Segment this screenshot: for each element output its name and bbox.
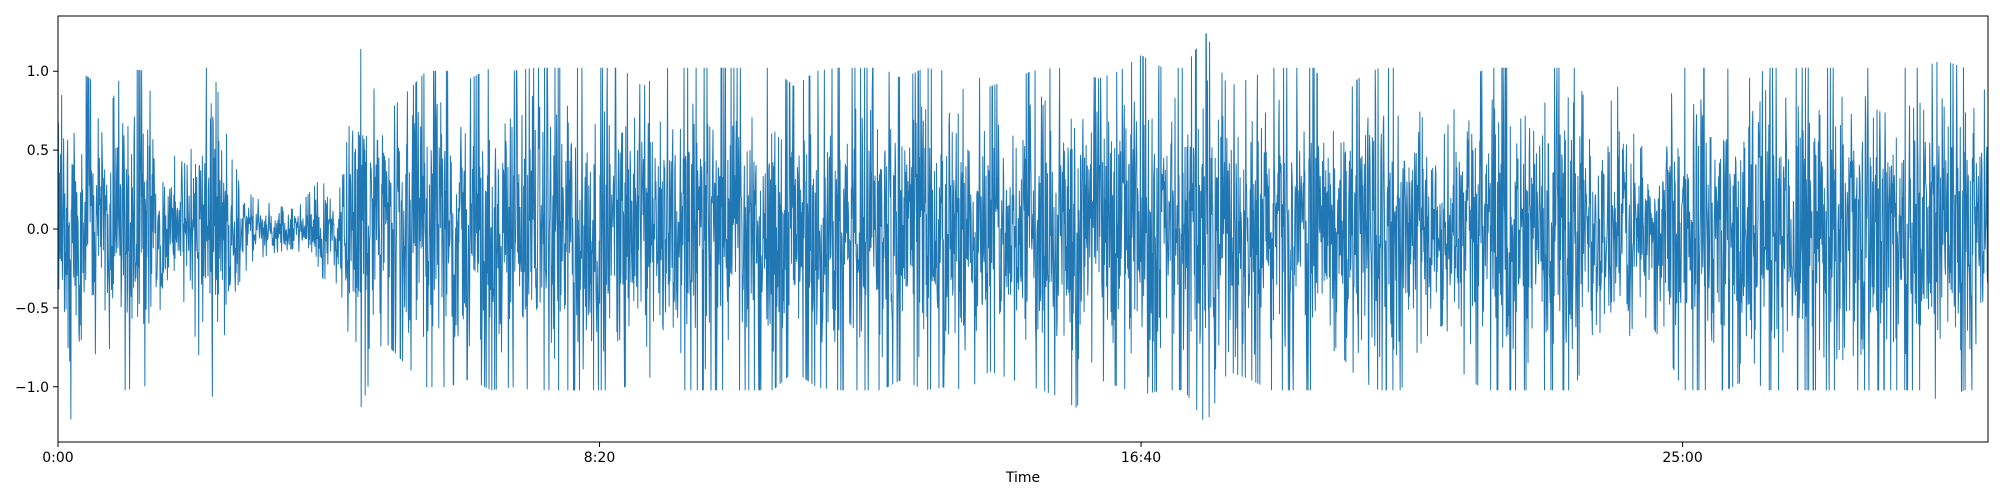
x-tick-label: 8:20 xyxy=(584,450,615,466)
x-tick-label: 0:00 xyxy=(42,450,73,466)
x-tick-label: 25:00 xyxy=(1662,450,1702,466)
y-tick-label: 0.5 xyxy=(27,143,49,159)
x-tick-label: 16:40 xyxy=(1121,450,1161,466)
y-tick-label: 0.0 xyxy=(27,222,49,238)
y-tick-label: 1.0 xyxy=(27,64,49,80)
plot-area xyxy=(57,33,1989,420)
x-axis: 0:00 8:20 16:40 25:00 xyxy=(42,442,1703,466)
y-tick-label: −1.0 xyxy=(15,380,49,396)
x-axis-label: Time xyxy=(1005,470,1040,486)
y-tick-label: −0.5 xyxy=(15,301,49,317)
y-axis: 1.0 0.5 0.0 −0.5 −1.0 xyxy=(15,64,58,396)
waveform-line xyxy=(57,33,1989,420)
